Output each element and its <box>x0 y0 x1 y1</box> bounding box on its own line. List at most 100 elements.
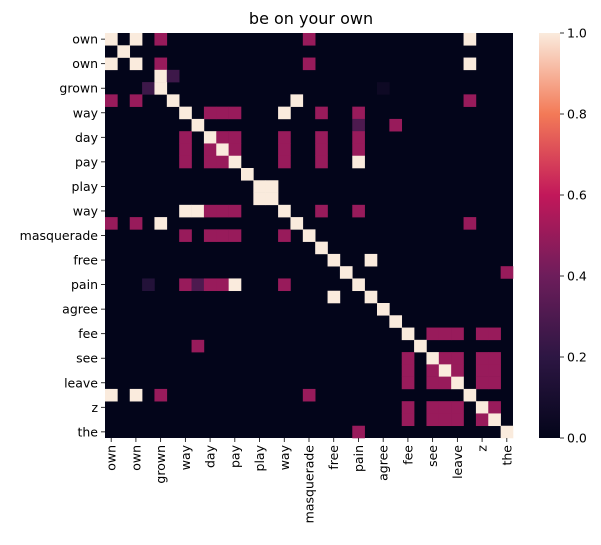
y-tick-label: free <box>73 253 98 268</box>
heatmap-cell <box>290 94 304 107</box>
heatmap-cell <box>179 106 192 120</box>
heatmap-cell <box>166 94 180 107</box>
heatmap-cell <box>463 57 477 71</box>
heatmap-cell <box>451 327 464 341</box>
heatmap-cell <box>265 192 279 206</box>
x-tick-label: way <box>178 444 193 470</box>
heatmap-cell <box>302 388 316 402</box>
heatmap-cell <box>315 106 328 120</box>
heatmap-cell <box>191 118 205 132</box>
y-tick-label: agree <box>62 302 98 317</box>
heatmap-cell <box>228 278 242 292</box>
heatmap-cell <box>129 94 143 107</box>
heatmap-cell <box>129 57 143 71</box>
heatmap-cell <box>253 192 267 206</box>
y-tick-labels: own own grown way day pay play way masquerade fre… <box>20 32 105 439</box>
heatmap-cell <box>203 278 217 292</box>
heatmap-cell <box>315 131 328 144</box>
heatmap-cell <box>426 327 440 341</box>
heatmap-cell <box>488 327 501 341</box>
heatmap-cell <box>377 82 390 95</box>
heatmap-cell <box>179 278 192 292</box>
heatmap-cell <box>352 131 365 144</box>
heatmap-cell <box>451 352 464 365</box>
x-tick-label: way <box>277 444 292 470</box>
x-tick-label: day <box>203 444 218 468</box>
x-tick-labels: own own grown way day pay play way masquerade fre… <box>104 438 514 523</box>
heatmap-cell <box>401 364 415 377</box>
heatmap-cell <box>216 131 229 144</box>
heatmap-cell <box>105 94 118 107</box>
heatmap-cell <box>451 376 464 390</box>
heatmap-cell <box>315 143 328 157</box>
heatmap-cell <box>278 143 291 157</box>
heatmap-cell <box>438 413 452 427</box>
heatmap-cell <box>278 229 291 242</box>
x-tick-label: z <box>475 445 490 452</box>
heatmap-cell <box>426 352 440 365</box>
heatmap-cell <box>265 180 279 193</box>
heatmap-cell <box>463 388 477 402</box>
heatmap-cell <box>475 413 489 427</box>
heatmap-cell <box>191 204 205 218</box>
y-tick-label: see <box>76 351 98 366</box>
heatmap-cell <box>278 131 291 144</box>
colorbar-tick-label: 0.6 <box>567 188 587 203</box>
x-tick-label: own <box>128 445 143 471</box>
heatmap-cell <box>475 376 489 390</box>
heatmap-cell <box>389 315 403 328</box>
y-tick-label: play <box>72 179 99 194</box>
heatmap-cell <box>179 155 192 169</box>
heatmap-cell <box>105 217 118 230</box>
heatmap-cell <box>475 401 489 414</box>
heatmap-cell <box>438 401 452 414</box>
y-tick-label: leave <box>64 375 98 390</box>
heatmap-cell <box>488 401 501 414</box>
heatmap-cell <box>179 143 192 157</box>
heatmap-cell <box>414 339 427 353</box>
y-tick-label: way <box>73 105 99 120</box>
heatmap-cell <box>105 33 118 46</box>
heatmap-cell <box>142 278 155 292</box>
heatmap-cell <box>488 352 501 365</box>
heatmap-cell <box>364 253 378 267</box>
heatmap-cell <box>228 155 242 169</box>
heatmap-cell <box>352 118 365 132</box>
heatmap-cell <box>216 229 229 242</box>
y-tick-label: grown <box>59 81 98 96</box>
x-tick-label: fee <box>400 445 415 465</box>
x-tick-label: agree <box>376 445 391 481</box>
colorbar-ticks: 0.0 0.2 0.4 0.6 0.8 1.0 <box>560 26 587 446</box>
heatmap-cell <box>426 364 440 377</box>
heatmap-cell <box>191 278 205 292</box>
heatmap-cell <box>216 106 229 120</box>
y-tick-label: masquerade <box>20 228 99 243</box>
heatmap-cell <box>500 266 514 279</box>
heatmap-cell <box>451 401 464 414</box>
heatmap-cell <box>278 106 291 120</box>
heatmap-cell <box>216 204 229 218</box>
heatmap-cell <box>389 118 403 132</box>
heatmap-cell <box>253 180 267 193</box>
heatmap-cell <box>179 131 192 144</box>
heatmap-cell <box>327 253 341 267</box>
heatmap-cell <box>352 106 365 120</box>
heatmap-cell <box>426 413 440 427</box>
heatmap-cell <box>451 364 464 377</box>
heatmap-cell <box>179 204 192 218</box>
heatmap-cell <box>154 33 168 46</box>
heatmap-cell <box>129 388 143 402</box>
heatmap-cell <box>339 266 353 279</box>
heatmap-cell <box>438 352 452 365</box>
heatmap-cell <box>302 57 316 71</box>
heatmap-cell <box>117 45 131 58</box>
heatmap-cell <box>154 82 168 95</box>
heatmap-cell <box>315 155 328 169</box>
y-tick-label: z <box>91 400 98 415</box>
heatmap-cell <box>438 364 452 377</box>
colorbar-tick-label: 1.0 <box>567 26 587 41</box>
heatmap-cell <box>451 413 464 427</box>
heatmap-cell <box>352 155 365 169</box>
y-tick-label: pain <box>71 277 98 292</box>
